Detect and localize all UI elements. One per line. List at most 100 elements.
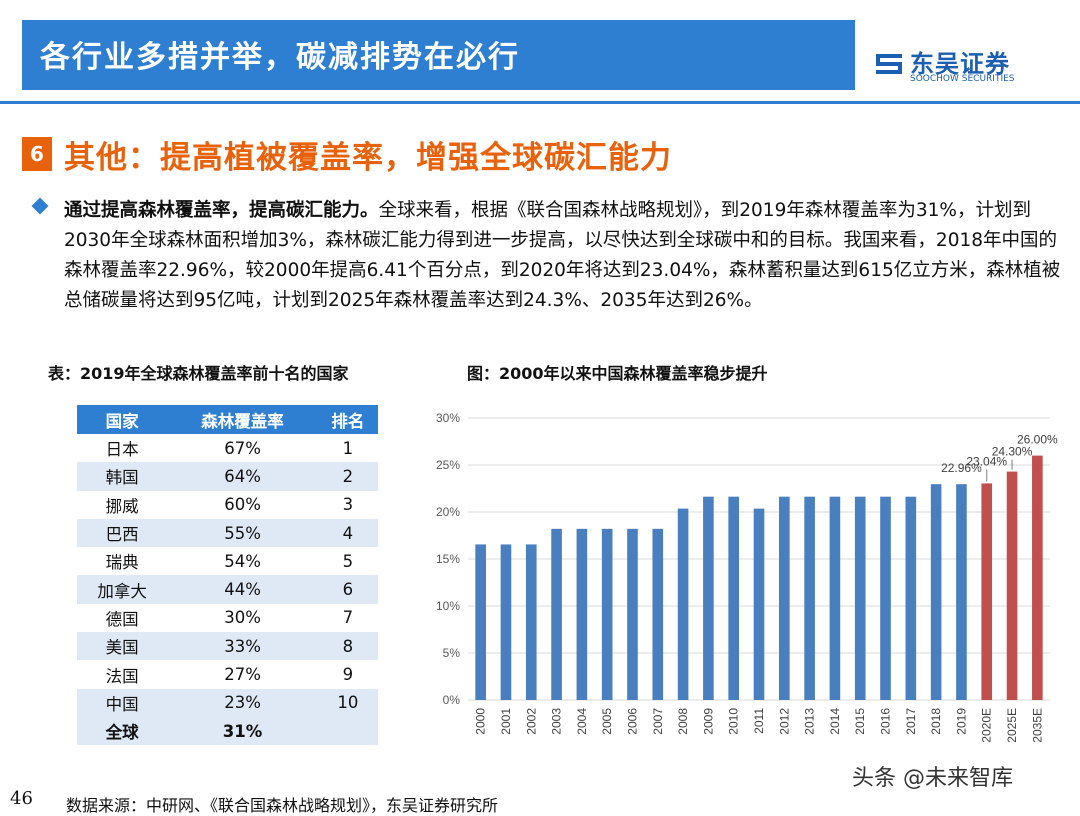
bar xyxy=(551,528,562,700)
table-cell: 日本 xyxy=(77,434,168,463)
table-cell: 韩国 xyxy=(77,462,168,491)
page-number: 46 xyxy=(10,788,33,809)
table-cell: 54% xyxy=(167,547,318,576)
table-cell: 美国 xyxy=(77,632,168,661)
table-row: 巴西 55% 4 xyxy=(77,518,378,548)
x-tick-label: 2015 xyxy=(853,708,867,735)
bar xyxy=(956,484,967,700)
table-row: 日本 67% 1 xyxy=(77,434,378,463)
table-caption: 表：2019年全球森林覆盖率前十名的国家 xyxy=(48,364,349,383)
logo-mark-icon xyxy=(872,48,906,80)
table-cell: 4 xyxy=(317,518,378,548)
x-tick-label: 2005 xyxy=(600,708,614,735)
data-label: 23.04% xyxy=(966,454,1007,468)
bar xyxy=(525,544,537,700)
y-tick-label: 25% xyxy=(436,458,460,472)
table-cell: 55% xyxy=(167,518,318,548)
bar xyxy=(854,496,866,700)
table-cell: 33% xyxy=(167,632,318,661)
table-cell: 6 xyxy=(317,575,378,604)
table-cell: 67% xyxy=(167,434,318,463)
table-cell: 5 xyxy=(317,547,378,576)
table-header-cell: 森林覆盖率 xyxy=(167,405,318,434)
x-tick-label: 2014 xyxy=(828,708,842,735)
bar xyxy=(627,528,638,700)
table-row: 法国 27% 9 xyxy=(77,660,378,689)
bar xyxy=(804,496,815,700)
bar xyxy=(981,483,993,700)
data-label: 26.00% xyxy=(1017,433,1058,447)
x-tick-label: 2025E xyxy=(1005,708,1019,743)
y-tick-label: 20% xyxy=(436,505,460,519)
bar xyxy=(728,496,740,700)
bar xyxy=(905,496,917,700)
table-cell: 1 xyxy=(317,434,378,463)
x-tick-label: 2007 xyxy=(651,708,665,735)
section-title: 其他：提高植被覆盖率，增强全球碳汇能力 xyxy=(64,140,672,176)
x-tick-label: 2001 xyxy=(499,708,513,735)
table-header-cell: 国家 xyxy=(77,405,168,434)
y-tick-label: 5% xyxy=(443,646,461,660)
section-number-badge: 6 xyxy=(22,137,52,171)
bar xyxy=(677,508,689,700)
header-title: 各行业多措并举，碳减排势在必行 xyxy=(40,40,520,75)
table-cell: 64% xyxy=(167,462,318,491)
table-cell: 30% xyxy=(167,603,318,633)
table-row: 瑞典 54% 5 xyxy=(77,547,378,576)
table-cell: 9 xyxy=(317,660,378,689)
y-tick-label: 30% xyxy=(436,411,460,425)
table-cell: 挪威 xyxy=(77,490,168,519)
table-cell xyxy=(317,716,378,746)
y-tick-label: 10% xyxy=(436,599,460,613)
x-tick-label: 2003 xyxy=(550,708,564,735)
x-tick-label: 2006 xyxy=(625,708,639,735)
x-tick-label: 2013 xyxy=(803,708,817,735)
x-tick-label: 2010 xyxy=(727,708,741,735)
data-label: 22.96% xyxy=(941,461,982,475)
table-cell: 3 xyxy=(317,490,378,519)
y-tick-label: 0% xyxy=(443,693,461,707)
bar xyxy=(1032,455,1043,700)
table-cell: 2 xyxy=(317,462,378,491)
table-row: 韩国 64% 2 xyxy=(77,462,378,491)
logo-en: SOOCHOW SECURITIES xyxy=(910,74,1015,84)
table-row: 挪威 60% 3 xyxy=(77,490,378,519)
table-cell: 法国 xyxy=(77,660,168,689)
logo-cn: 东吴证券 xyxy=(910,50,1010,78)
table-cell: 31% xyxy=(167,716,318,746)
table-cell: 23% xyxy=(167,688,318,717)
table-header-cell: 排名 xyxy=(317,405,378,434)
data-label: 24.30% xyxy=(992,445,1033,459)
bar xyxy=(500,544,512,700)
bar xyxy=(1006,471,1018,700)
logo: 东吴证券 SOOCHOW SECURITIES xyxy=(872,44,1032,90)
bar xyxy=(930,484,942,700)
table-row: 中国 23% 10 xyxy=(77,688,378,717)
table-cell: 瑞典 xyxy=(77,547,168,576)
x-tick-label: 2008 xyxy=(676,708,690,735)
x-tick-label: 2011 xyxy=(752,708,766,734)
x-tick-label: 2017 xyxy=(904,708,918,735)
paragraph-lead: 通过提高森林覆盖率，提高碳汇能力。 xyxy=(64,200,379,221)
x-tick-label: 2035E xyxy=(1030,708,1044,743)
table-row: 德国 30% 7 xyxy=(77,603,378,633)
bar xyxy=(475,544,486,700)
table-cell: 60% xyxy=(167,490,318,519)
forest-coverage-table: 国家 森林覆盖率 排名 日本 67% 1 韩国 64% 2 挪威 60% 3 巴西 55% 4 瑞典 54… xyxy=(77,405,378,746)
x-tick-label: 2002 xyxy=(524,708,538,735)
chart-caption: 图：2000年以来中国森林覆盖率稳步提升 xyxy=(467,364,768,383)
table-cell: 全球 xyxy=(77,716,168,746)
table-header-row: 国家 森林覆盖率 排名 xyxy=(77,405,378,434)
x-tick-label: 2019 xyxy=(954,708,968,735)
table-cell: 7 xyxy=(317,603,378,633)
forest-coverage-chart: 0% 5% 10% 15% 20% 25% 30% 2000 2001 2002 2003 2004 2… xyxy=(436,411,1058,743)
footer-source: 数据来源：中研网、《联合国森林战略规划》，东吴证券研究所 xyxy=(66,796,499,815)
table-cell: 27% xyxy=(167,660,318,689)
table-row: 加拿大 44% 6 xyxy=(77,575,378,604)
table-cell: 44% xyxy=(167,575,318,604)
table-cell: 加拿大 xyxy=(77,575,168,604)
y-tick-label: 15% xyxy=(436,552,460,566)
header-bar xyxy=(22,20,855,90)
watermark: 头条 @未来智库 xyxy=(852,766,1013,791)
x-tick-label: 2018 xyxy=(929,708,943,735)
